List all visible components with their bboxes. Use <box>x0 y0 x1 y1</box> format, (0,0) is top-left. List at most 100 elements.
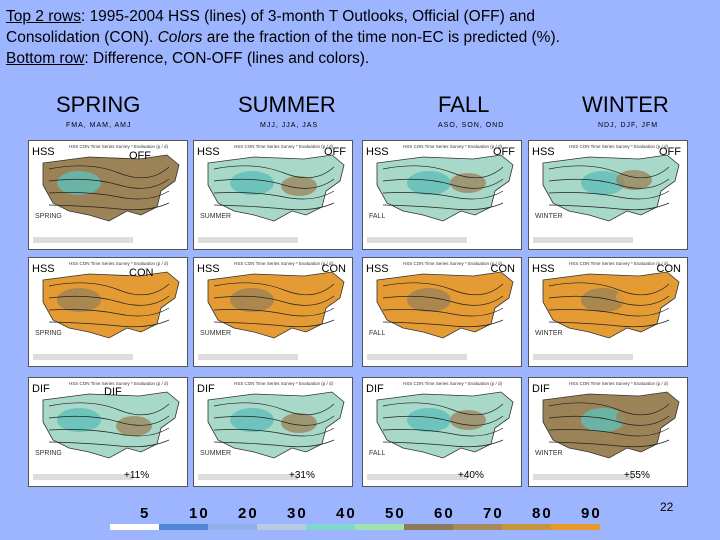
map-season-label: WINTER <box>535 330 563 337</box>
map-legend-strip <box>533 354 633 360</box>
hss-contour-line <box>382 190 504 200</box>
map-title: HSS CON Time Series Survey * Evaluation … <box>569 144 669 149</box>
map-panel-diff-3: HSS CON Time Series Survey * Evaluation … <box>528 377 688 487</box>
header-line3: : Difference, CON-OFF (lines and colors)… <box>84 50 370 67</box>
colorbar-label: 50 <box>385 505 406 522</box>
hss-contour-line <box>382 202 504 211</box>
fraction-region <box>450 410 486 430</box>
fraction-region <box>407 288 451 312</box>
map-title: HSS CON Time Series Survey * Evaluation … <box>569 261 669 266</box>
map-title: HSS CON Time Series Survey * Evaluation … <box>234 381 334 386</box>
map-tag-right: OFF <box>493 146 515 158</box>
colorbar-swatch <box>551 524 600 530</box>
map-season-label: WINTER <box>535 213 563 220</box>
fraction-region <box>116 179 152 199</box>
hss-contour-line <box>382 307 504 317</box>
hss-contour-line <box>213 190 335 200</box>
map-title: HSS CON Time Series Survey * Evaluation … <box>403 144 503 149</box>
hss-contour-line <box>213 165 335 179</box>
season-months-winter: NDJ, DJF, JFM <box>598 122 659 129</box>
colorbar-label: 60 <box>434 505 455 522</box>
hss-contour-line <box>548 415 670 426</box>
hss-contour-line <box>213 307 335 317</box>
map-season-label: SPRING <box>35 213 62 220</box>
fraction-region <box>116 416 152 436</box>
hss-contour-line <box>382 427 504 437</box>
map-title: HSS CON Time Series Survey * Evaluation … <box>69 261 169 266</box>
colorbar-swatch <box>404 524 453 530</box>
colorbar-label: 20 <box>238 505 259 522</box>
map-svg <box>363 141 521 249</box>
colorbar-swatch <box>257 524 306 530</box>
map-tag-right: DIF <box>104 386 122 398</box>
fraction-region <box>581 288 625 312</box>
map-legend-strip <box>33 237 133 243</box>
map-title: HSS CON Time Series Survey * Evaluation … <box>403 261 503 266</box>
map-legend-strip <box>533 474 633 480</box>
us-map-shape <box>207 271 345 339</box>
season-title-summer: SUMMER <box>238 92 336 117</box>
colorbar-label: 40 <box>336 505 357 522</box>
map-tag-left: HSS <box>197 146 220 158</box>
header-label-bottom: Bottom row <box>6 50 85 67</box>
fraction-region <box>450 290 486 310</box>
hss-contour-line <box>213 402 335 416</box>
hss-contour-line <box>48 427 170 437</box>
diff-percent: +40% <box>458 470 484 481</box>
map-tag-left: DIF <box>366 383 384 395</box>
hss-contour-line <box>382 295 504 306</box>
map-tag-right: CON <box>321 263 346 275</box>
map-panel-off-2: HSS CON Time Series Survey * Evaluation … <box>362 140 522 250</box>
hss-contour-line <box>213 295 335 306</box>
header-line2a: Consolidation (CON). <box>6 29 158 46</box>
map-panel-con-2: HSS CON Time Series Survey * Evaluation … <box>362 257 522 367</box>
map-season-label: FALL <box>369 213 386 220</box>
diff-percent: +55% <box>624 470 650 481</box>
hss-contour-line <box>382 402 504 416</box>
hss-contour-line <box>213 427 335 437</box>
map-panel-off-0: HSS CON Time Series Survey * Evaluation … <box>28 140 188 250</box>
hss-contour-line <box>548 282 670 296</box>
map-season-label: SPRING <box>35 450 62 457</box>
us-map-shape <box>207 154 345 222</box>
fraction-region <box>407 408 451 432</box>
hss-contour-line <box>48 295 170 306</box>
map-svg <box>529 378 687 486</box>
map-legend-strip <box>33 474 133 480</box>
map-legend-strip <box>533 237 633 243</box>
map-tag-left: HSS <box>366 263 389 275</box>
colorbar-label: 5 <box>140 505 151 522</box>
map-title: HSS CON Time Series Survey * Evaluation … <box>234 261 334 266</box>
map-svg <box>29 378 187 486</box>
hss-contour-line <box>213 439 335 448</box>
map-svg <box>194 141 352 249</box>
map-tag-left: DIF <box>532 383 550 395</box>
map-tag-right: CON <box>490 263 515 275</box>
season-title-winter: WINTER <box>582 92 669 117</box>
map-panel-con-0: HSS CON Time Series Survey * Evaluation … <box>28 257 188 367</box>
map-tag-right: OFF <box>659 146 681 158</box>
fraction-region <box>230 288 274 312</box>
header-line2-colors: Colors <box>157 29 203 46</box>
hss-contour-line <box>548 178 670 189</box>
fraction-region <box>230 408 274 432</box>
header-line2c: are the fraction of the time non-EC is p… <box>202 29 560 46</box>
map-tag-left: HSS <box>532 146 555 158</box>
hss-contour-line <box>213 202 335 211</box>
map-title: HSS CON Time Series Survey * Evaluation … <box>403 381 503 386</box>
hss-contour-line <box>213 178 335 189</box>
header-text: Top 2 rows: 1995-2004 HSS (lines) of 3-m… <box>6 6 706 69</box>
hss-contour-line <box>382 165 504 179</box>
hss-contour-line <box>382 415 504 426</box>
map-title: HSS CON Time Series Survey * Evaluation … <box>569 381 669 386</box>
map-panel-diff-2: HSS CON Time Series Survey * Evaluation … <box>362 377 522 487</box>
map-title: HSS CON Time Series Survey * Evaluation … <box>234 144 334 149</box>
map-panel-off-1: HSS CON Time Series Survey * Evaluation … <box>193 140 353 250</box>
map-season-label: SPRING <box>35 330 62 337</box>
map-tag-left: HSS <box>197 263 220 275</box>
season-months-summer: MJJ, JJA, JAS <box>260 122 319 129</box>
map-panel-diff-1: HSS CON Time Series Survey * Evaluation … <box>193 377 353 487</box>
hss-contour-line <box>48 282 170 296</box>
map-tag-left: DIF <box>197 383 215 395</box>
map-svg <box>29 258 187 366</box>
